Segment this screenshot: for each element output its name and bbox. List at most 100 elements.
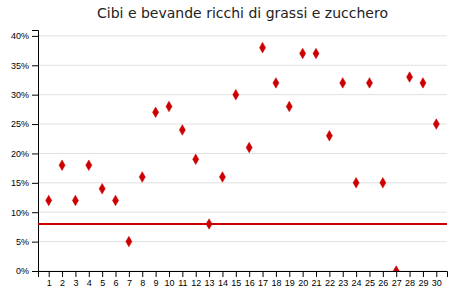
y-tick-label: 5% <box>16 237 29 247</box>
x-tick-label: 14 <box>218 278 228 288</box>
x-tick: 27 <box>392 271 402 288</box>
x-tick: 12 <box>191 271 201 288</box>
scatter-point <box>300 48 306 59</box>
x-tick-mark <box>156 271 157 277</box>
x-tick: 11 <box>178 271 187 288</box>
scatter-point <box>420 78 426 89</box>
x-tick-label: 16 <box>245 278 255 288</box>
x-tick: 20 <box>298 271 308 288</box>
scatter-point <box>273 78 279 89</box>
x-tick: 8 <box>140 271 145 288</box>
scatter-point <box>99 183 105 194</box>
x-tick-label: 12 <box>191 278 201 288</box>
x-tick-label: 30 <box>432 278 442 288</box>
x-tick-label: 10 <box>164 278 174 288</box>
y-tick-label: 15% <box>11 178 29 188</box>
grid-line <box>38 241 447 242</box>
x-tick: 19 <box>285 271 295 288</box>
x-tick-label: 15 <box>231 278 241 288</box>
x-tick-mark <box>169 271 170 277</box>
scatter-point <box>433 119 439 130</box>
x-tick-label: 26 <box>378 278 388 288</box>
x-tick-label: 20 <box>298 278 308 288</box>
x-tick-label: 5 <box>100 278 105 288</box>
x-tick-mark <box>249 271 250 277</box>
x-tick-mark <box>62 271 63 277</box>
x-tick-mark <box>129 271 130 277</box>
scatter-point <box>46 195 52 206</box>
x-tick: 9 <box>154 271 159 288</box>
x-tick-mark <box>329 271 330 277</box>
marks <box>38 42 447 271</box>
y-tick-label: 20% <box>11 149 29 159</box>
x-tick-label: 9 <box>154 278 159 288</box>
y-axis: 0%5%10%15%20%25%30%35%40% <box>11 31 39 277</box>
scatter-point <box>353 178 359 189</box>
x-tick-label: 18 <box>271 278 281 288</box>
x-tick: 26 <box>378 271 388 288</box>
x-tick-mark <box>263 271 264 277</box>
x-tick-label: 3 <box>73 278 78 288</box>
x-tick: 17 <box>258 271 268 288</box>
scatter-point <box>286 101 292 112</box>
x-tick-mark <box>436 271 437 277</box>
x-tick-mark <box>196 271 197 277</box>
x-tick: 5 <box>100 271 105 288</box>
x-tick-mark <box>236 271 237 277</box>
x-tick: 30 <box>432 271 442 288</box>
x-tick-mark <box>383 271 384 277</box>
x-tick-mark <box>316 271 317 277</box>
x-tick: 1 <box>47 271 52 288</box>
y-tick-mark <box>32 153 38 154</box>
x-tick-mark <box>89 271 90 277</box>
scatter-point <box>139 172 145 183</box>
x-tick: 14 <box>218 271 228 288</box>
x-tick: 22 <box>325 271 335 288</box>
x-tick: 2 <box>60 271 65 288</box>
x-tick-label: 7 <box>127 278 132 288</box>
x-tick-label: 24 <box>352 278 362 288</box>
x-tick: 4 <box>87 271 92 288</box>
scatter-point <box>72 195 78 206</box>
x-tick: 24 <box>352 271 362 288</box>
scatter-point <box>407 72 413 83</box>
y-tick: 35% <box>11 61 38 71</box>
scatter-point <box>313 48 319 59</box>
x-tick-mark <box>343 271 344 277</box>
x-tick-mark <box>356 271 357 277</box>
x-tick-label: 13 <box>205 278 215 288</box>
y-tick-mark <box>32 95 38 96</box>
scatter-point <box>260 42 266 53</box>
x-tick-mark <box>289 271 290 277</box>
x-tick: 6 <box>114 271 119 288</box>
scatter-point <box>153 107 159 118</box>
x-tick-mark <box>276 271 277 277</box>
reference-line <box>38 223 447 225</box>
scatter-point <box>206 219 212 230</box>
x-tick: 29 <box>418 271 428 288</box>
x-tick: 16 <box>245 271 255 288</box>
x-axis: 1234567891011121314151617181920212223242… <box>39 271 448 288</box>
y-tick: 5% <box>16 237 38 247</box>
y-tick-label: 40% <box>11 31 29 41</box>
x-tick-label: 22 <box>325 278 335 288</box>
y-tick-mark <box>32 242 38 243</box>
y-tick: 15% <box>11 178 38 188</box>
y-tick-mark <box>32 183 38 184</box>
scatter-point <box>86 160 92 171</box>
y-tick-label: 10% <box>11 208 29 218</box>
chart-svg: 1234567891011121314151617181920212223242… <box>0 0 459 295</box>
y-tick-mark <box>32 271 38 272</box>
y-tick: 30% <box>11 90 38 100</box>
x-tick-mark <box>49 271 50 277</box>
x-tick-label: 23 <box>338 278 348 288</box>
x-tick-label: 1 <box>47 278 52 288</box>
y-tick-mark <box>32 36 38 37</box>
scatter-point <box>393 266 399 271</box>
x-tick-label: 4 <box>87 278 92 288</box>
scatter-point <box>366 78 372 89</box>
x-tick-label: 2 <box>60 278 65 288</box>
x-tick-mark <box>222 271 223 277</box>
grid-line <box>38 65 447 66</box>
y-tick-label: 0% <box>16 266 29 276</box>
